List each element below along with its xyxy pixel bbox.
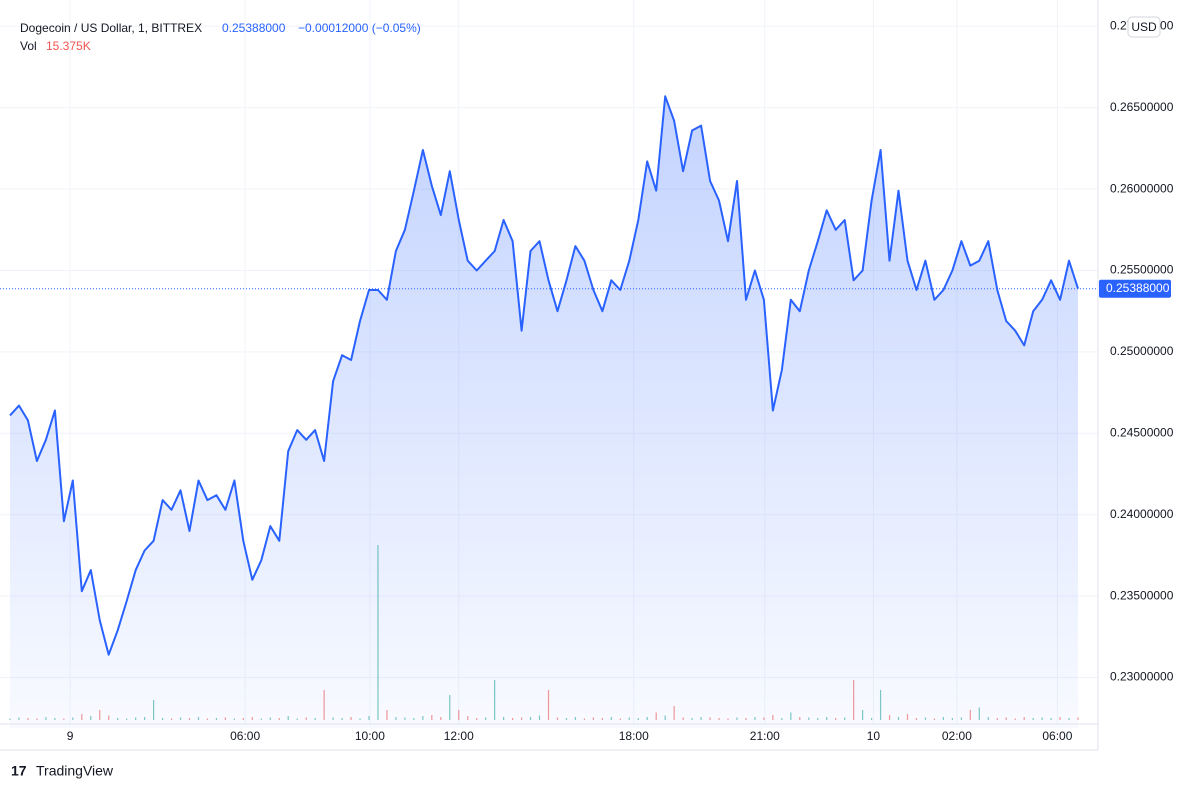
volume-bar: [1077, 717, 1079, 720]
y-tick-label: 0.25000000: [1110, 344, 1174, 358]
axis-layer: 0.23000000 0.23500000 0.24000000 0.24500000…: [0, 0, 1174, 751]
y-tick-label: 0.25500000: [1110, 263, 1174, 277]
x-tick-label: 10:00: [355, 729, 385, 743]
y-tick-label: 0.26500000: [1110, 100, 1174, 114]
last-price-box: [1099, 279, 1171, 298]
x-tick-label: 12:00: [444, 729, 474, 743]
y-tick-label: 0.26000000: [1110, 181, 1174, 195]
price: 0.25388000: [222, 21, 286, 35]
change: −0.00012000 (−0.05%): [298, 21, 421, 35]
overlay-layer: Dogecoin / US Dollar, 1, BITTREX 0.25388…: [11, 16, 1161, 779]
y-tick-label: 0.24500000: [1110, 425, 1174, 439]
x-tick-label: 06:00: [230, 729, 260, 743]
x-tick-label: 9: [67, 729, 74, 743]
last-price-label: 0.25388000: [1106, 281, 1170, 295]
x-tick-label: 06:00: [1042, 729, 1072, 743]
x-tick-label: 10: [867, 729, 881, 743]
currency[interactable]: USD: [1131, 20, 1157, 34]
chart-title: Dogecoin / US Dollar, 1, BITTREX: [20, 21, 202, 35]
x-tick-label: 02:00: [942, 729, 972, 743]
volume-value: 15.375K: [46, 39, 91, 53]
y-tick-label: 0.24000000: [1110, 507, 1174, 521]
logo[interactable]: 17 TradingView: [11, 763, 114, 779]
price-layer: [0, 95, 1098, 729]
y-tick-label: 0.23000000: [1110, 670, 1174, 684]
currency-badge[interactable]: [1127, 16, 1161, 38]
area: [10, 96, 1078, 729]
price-line: [9, 95, 1079, 656]
x-tick-label: 18:00: [619, 729, 649, 743]
volume-label: Vol: [20, 39, 37, 53]
x-tick-label: 21:00: [750, 729, 780, 743]
branding: TradingView: [36, 763, 114, 779]
y-tick-label: 0.23500000: [1110, 588, 1174, 602]
logo-mark: 17: [11, 763, 27, 779]
